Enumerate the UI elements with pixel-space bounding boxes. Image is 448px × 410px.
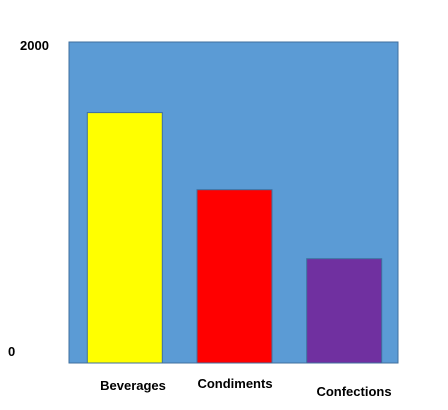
y-tick-label-min: 0 xyxy=(8,344,15,359)
y-tick-label-max: 2000 xyxy=(20,38,49,53)
bar-confections xyxy=(306,258,383,364)
bar-beverages xyxy=(86,112,163,364)
category-label-beverages: Beverages xyxy=(100,378,166,393)
x-axis-labels: Beverages Condiments Confections xyxy=(100,376,391,399)
category-label-condiments: Condiments xyxy=(197,376,272,391)
bars-group xyxy=(86,112,383,364)
bar-condiments xyxy=(196,189,273,364)
y-axis-ticks: 2000 0 xyxy=(8,38,49,359)
category-label-confections: Confections xyxy=(316,384,391,399)
